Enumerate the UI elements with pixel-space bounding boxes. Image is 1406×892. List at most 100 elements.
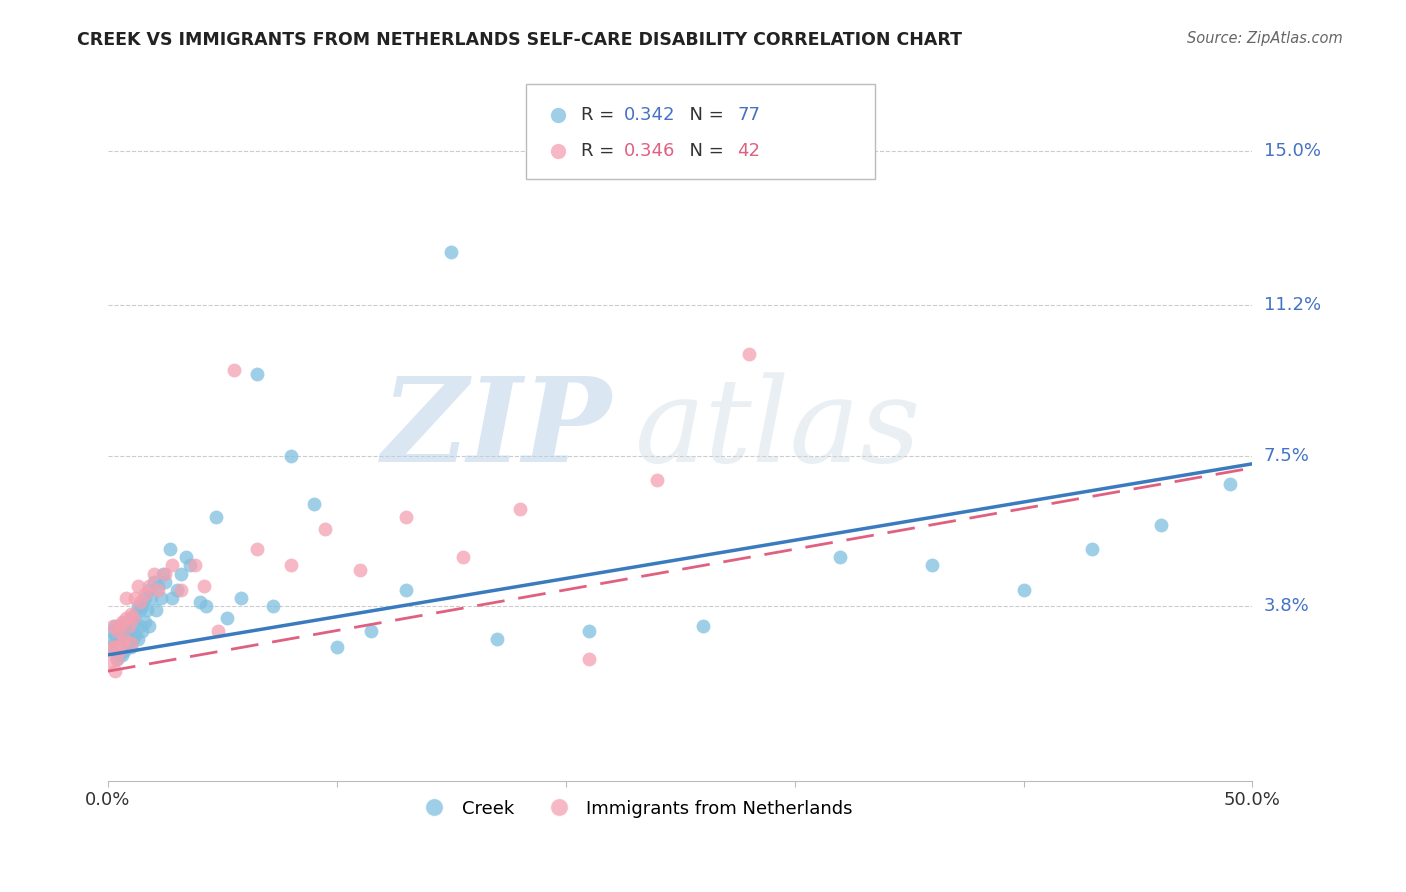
Point: [1012, 582, 1035, 597]
Text: N =: N =: [678, 106, 730, 124]
Point: [112, 644, 135, 658]
Point: [124, 627, 146, 641]
Point: [142, 566, 165, 581]
Point: [105, 624, 128, 638]
Text: CREEK VS IMMIGRANTS FROM NETHERLANDS SELF-CARE DISABILITY CORRELATION CHART: CREEK VS IMMIGRANTS FROM NETHERLANDS SEL…: [77, 31, 962, 49]
Point: [105, 632, 128, 646]
Point: [1081, 542, 1104, 557]
Point: [142, 574, 165, 589]
Point: [578, 652, 600, 666]
Point: [131, 599, 153, 614]
Point: [112, 615, 135, 630]
Point: [111, 636, 134, 650]
Point: [112, 632, 135, 646]
Point: [115, 640, 138, 654]
Point: [134, 591, 156, 605]
Point: [326, 640, 349, 654]
Point: [188, 595, 211, 609]
Point: [141, 591, 163, 605]
Point: [127, 599, 149, 614]
Point: [394, 582, 416, 597]
Text: 0.342: 0.342: [624, 106, 676, 124]
Point: [111, 619, 134, 633]
Point: [262, 599, 284, 614]
Point: [117, 624, 139, 638]
Point: [134, 587, 156, 601]
Point: [195, 599, 218, 614]
Point: [174, 550, 197, 565]
Point: [138, 582, 160, 597]
Point: [111, 640, 134, 654]
Point: [122, 615, 145, 630]
Point: [122, 611, 145, 625]
Point: [108, 648, 131, 662]
Point: [138, 619, 160, 633]
Point: [134, 615, 156, 630]
Text: 77: 77: [738, 106, 761, 124]
Point: [280, 449, 302, 463]
Text: atlas: atlas: [634, 372, 921, 486]
Point: [738, 347, 761, 361]
Point: [124, 607, 146, 622]
Point: [509, 501, 531, 516]
Text: N =: N =: [678, 143, 730, 161]
Point: [246, 368, 269, 382]
Point: [122, 632, 145, 646]
Point: [108, 624, 131, 638]
Point: [101, 624, 124, 638]
Text: 3.8%: 3.8%: [1264, 597, 1309, 615]
Point: [104, 644, 127, 658]
Point: [120, 636, 142, 650]
Point: [129, 603, 152, 617]
Point: [152, 566, 174, 581]
Point: [159, 542, 181, 557]
Point: [127, 579, 149, 593]
Point: [179, 558, 201, 573]
Point: [104, 627, 127, 641]
Point: [111, 615, 134, 630]
Point: [112, 632, 135, 646]
Point: [115, 591, 138, 605]
Point: [578, 624, 600, 638]
Point: [101, 640, 124, 654]
Point: [280, 558, 302, 573]
Point: [98, 640, 121, 654]
Point: [207, 624, 229, 638]
Text: R =: R =: [581, 143, 620, 161]
Legend: Creek, Immigrants from Netherlands: Creek, Immigrants from Netherlands: [409, 792, 859, 825]
Text: 0.346: 0.346: [624, 143, 675, 161]
Point: [120, 640, 142, 654]
Point: [160, 558, 183, 573]
Text: 7.5%: 7.5%: [1264, 447, 1309, 465]
Point: [115, 627, 138, 641]
Point: [105, 652, 128, 666]
Point: [246, 542, 269, 557]
Point: [148, 579, 170, 593]
Point: [101, 619, 124, 633]
Point: [229, 591, 252, 605]
Point: [98, 656, 121, 670]
FancyBboxPatch shape: [526, 85, 875, 179]
Point: [145, 603, 167, 617]
Point: [124, 591, 146, 605]
Point: [135, 603, 157, 617]
Point: [117, 636, 139, 650]
Point: [120, 611, 142, 625]
Point: [692, 619, 714, 633]
Point: [111, 632, 134, 646]
Point: [105, 652, 128, 666]
Point: [184, 558, 207, 573]
Point: [314, 522, 336, 536]
Point: [115, 619, 138, 633]
Text: R =: R =: [581, 106, 620, 124]
Point: [451, 550, 474, 565]
Point: [104, 640, 127, 654]
Point: [111, 648, 134, 662]
Point: [830, 550, 852, 565]
Point: [117, 619, 139, 633]
Point: [131, 624, 153, 638]
Point: [204, 509, 226, 524]
Text: 15.0%: 15.0%: [1264, 142, 1320, 160]
Point: [115, 611, 138, 625]
Point: [160, 591, 183, 605]
